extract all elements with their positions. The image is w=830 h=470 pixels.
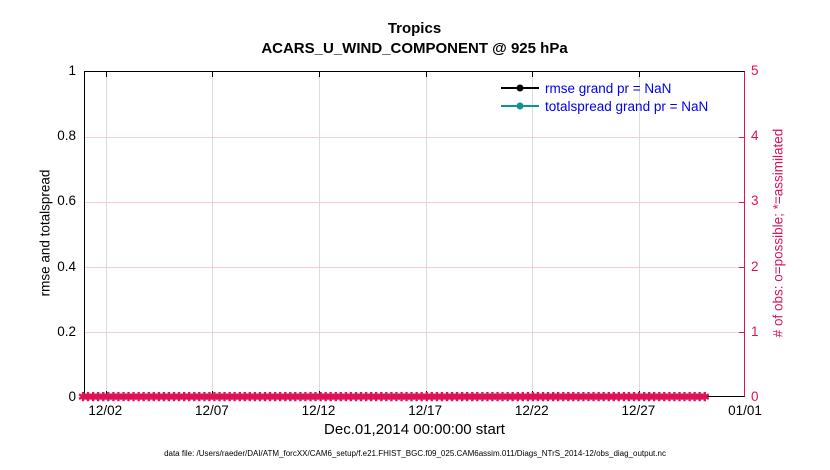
x-tick-mark-top <box>319 72 321 77</box>
data-file-path: data file: /Users/raeder/DAI/ATM_forcXX/… <box>164 449 666 458</box>
x-tick-label: 12/17 <box>408 403 443 418</box>
legend-label-rmse: rmse grand pr = NaN <box>545 80 672 96</box>
y-tick-label-left: 0.2 <box>57 323 76 339</box>
vertical-gridline <box>638 72 640 396</box>
y-tick-label-left: 0.4 <box>57 258 76 274</box>
x-tick-mark-top <box>105 72 107 77</box>
x-tick-mark <box>105 391 107 396</box>
x-tick-mark <box>425 391 427 396</box>
x-tick-mark <box>532 391 534 396</box>
legend: rmse grand pr = NaN totalspread grand pr… <box>501 79 708 115</box>
x-tick-label: 12/12 <box>301 403 336 418</box>
x-tick-mark <box>319 391 321 396</box>
horizontal-gridline <box>85 332 744 334</box>
obs-marker-band: ✱✱✱✱✱✱✱✱✱✱✱✱✱✱✱✱✱✱✱✱✱✱✱✱✱✱✱✱✱✱✱✱✱✱✱✱✱✱✱✱… <box>78 390 710 404</box>
vertical-gridline <box>319 72 321 396</box>
vertical-gridline <box>212 72 214 396</box>
x-tick-mark <box>638 391 640 396</box>
totalspread-dot-marker <box>516 102 524 110</box>
y-tick-label-left: 0.6 <box>57 193 76 209</box>
y-tick-label-right: 0 <box>751 389 759 404</box>
x-tick-label: 12/07 <box>195 403 229 418</box>
chart-title: Tropics <box>387 20 442 37</box>
x-tick-mark-top <box>212 72 214 77</box>
x-tick-mark-top <box>638 72 640 77</box>
y-tick-label-right: 3 <box>751 193 759 209</box>
y-tick-label-right: 2 <box>751 258 759 274</box>
rmse-dot-marker <box>516 84 524 92</box>
right-axis-label: # of obs: o=possible; *=assimilated <box>770 128 786 338</box>
plot-area <box>84 71 745 397</box>
vertical-gridline <box>425 72 427 396</box>
legend-label-totalspread: totalspread grand pr = NaN <box>545 98 709 114</box>
x-axis-label: Dec.01,2014 00:00:00 start <box>324 421 505 438</box>
x-tick-label: 12/02 <box>88 403 123 418</box>
x-tick-mark <box>212 391 214 396</box>
x-tick-label: 12/22 <box>514 403 549 418</box>
horizontal-gridline <box>85 267 744 269</box>
legend-row-rmse: rmse grand pr = NaN <box>501 79 708 97</box>
y-tick-mark-right <box>739 201 744 203</box>
totalspread-line-swatch <box>501 102 539 110</box>
y-tick-label-right: 1 <box>751 323 759 339</box>
y-tick-label-left: 1 <box>68 63 76 78</box>
vertical-gridline <box>532 72 534 396</box>
y-tick-label-left: 0 <box>68 389 76 404</box>
y-tick-label-left: 0.8 <box>57 128 76 144</box>
rmse-line-swatch <box>501 84 539 92</box>
left-axis-label: rmse and totalspread <box>37 169 53 297</box>
y-tick-mark-right <box>739 332 744 334</box>
y-tick-mark-right <box>739 136 744 138</box>
legend-row-totalspread: totalspread grand pr = NaN <box>501 97 708 115</box>
y-tick-mark-right <box>739 267 744 269</box>
y-tick-label-right: 5 <box>751 63 759 78</box>
x-tick-label: 12/27 <box>621 403 656 418</box>
x-tick-mark-top <box>425 72 427 77</box>
vertical-gridline <box>105 72 107 396</box>
x-tick-mark-top <box>532 72 534 77</box>
chart-subtitle: ACARS_U_WIND_COMPONENT @ 925 hPa <box>261 40 568 57</box>
y-tick-label-right: 4 <box>751 128 759 144</box>
horizontal-gridline <box>85 201 744 203</box>
chart-title-block: Tropics ACARS_U_WIND_COMPONENT @ 925 hPa <box>84 19 745 59</box>
x-tick-label: 01/01 <box>728 403 762 418</box>
horizontal-gridline <box>85 136 744 138</box>
